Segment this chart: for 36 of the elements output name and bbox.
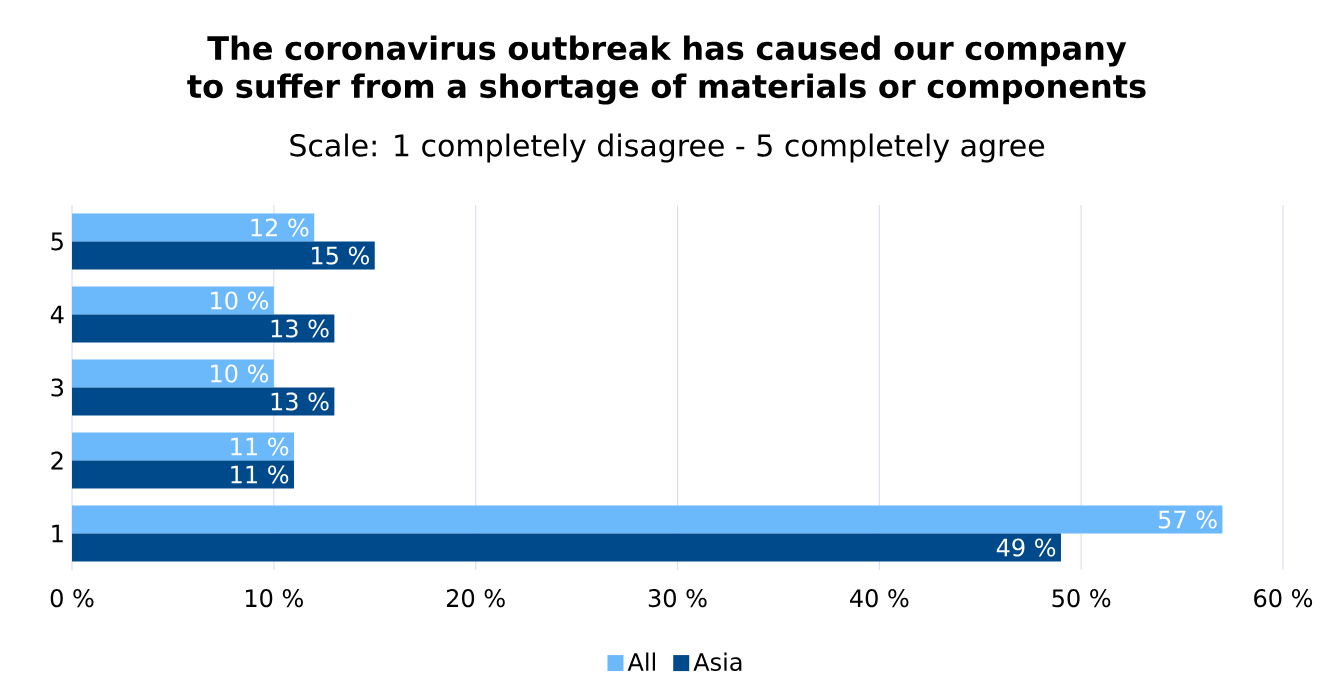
x-tick-label: 0 % xyxy=(50,589,94,608)
data-label: 49 % xyxy=(996,538,1056,557)
y-tick-label: 2 xyxy=(51,451,63,470)
legend-label: All xyxy=(627,652,655,671)
y-tick-label: 3 xyxy=(51,378,63,397)
data-label: 13 % xyxy=(271,392,329,411)
data-label: 11 % xyxy=(231,465,289,484)
bar xyxy=(72,460,295,489)
bar xyxy=(72,432,295,461)
data-label: 57 % xyxy=(1158,510,1217,529)
bar xyxy=(72,387,335,416)
bar xyxy=(72,359,274,388)
y-tick-label: 5 xyxy=(51,232,63,251)
y-tick-label: 4 xyxy=(50,305,64,324)
data-label: 15 % xyxy=(312,246,369,265)
x-tick-label: 50 % xyxy=(1052,589,1111,608)
x-tick-label: 30 % xyxy=(648,589,707,608)
bar xyxy=(72,286,274,315)
chart-subtitle: Scale: 1 completely disagree - 5 completely agree xyxy=(290,133,1045,163)
bar xyxy=(72,533,1061,562)
data-label: 10 % xyxy=(211,291,269,310)
bar xyxy=(72,241,375,270)
x-tick-label: 10 % xyxy=(245,589,303,608)
data-label: 12 % xyxy=(251,218,309,237)
bar xyxy=(72,213,315,242)
legend-label: Asia xyxy=(693,652,742,672)
y-tick-label: 1 xyxy=(52,524,63,543)
data-label: 10 % xyxy=(211,364,269,383)
x-tick-label: 60 % xyxy=(1254,589,1313,608)
chart-title: The coronavirus outbreak has caused our company to suffer from a shortage of materials or components xyxy=(187,35,1146,105)
data-label: 11 % xyxy=(231,437,289,456)
bar xyxy=(72,314,335,343)
data-label: 13 % xyxy=(271,319,329,338)
x-tick-label: 20 % xyxy=(446,589,505,608)
x-tick-label: 40 % xyxy=(850,589,909,608)
bar xyxy=(72,505,1223,534)
